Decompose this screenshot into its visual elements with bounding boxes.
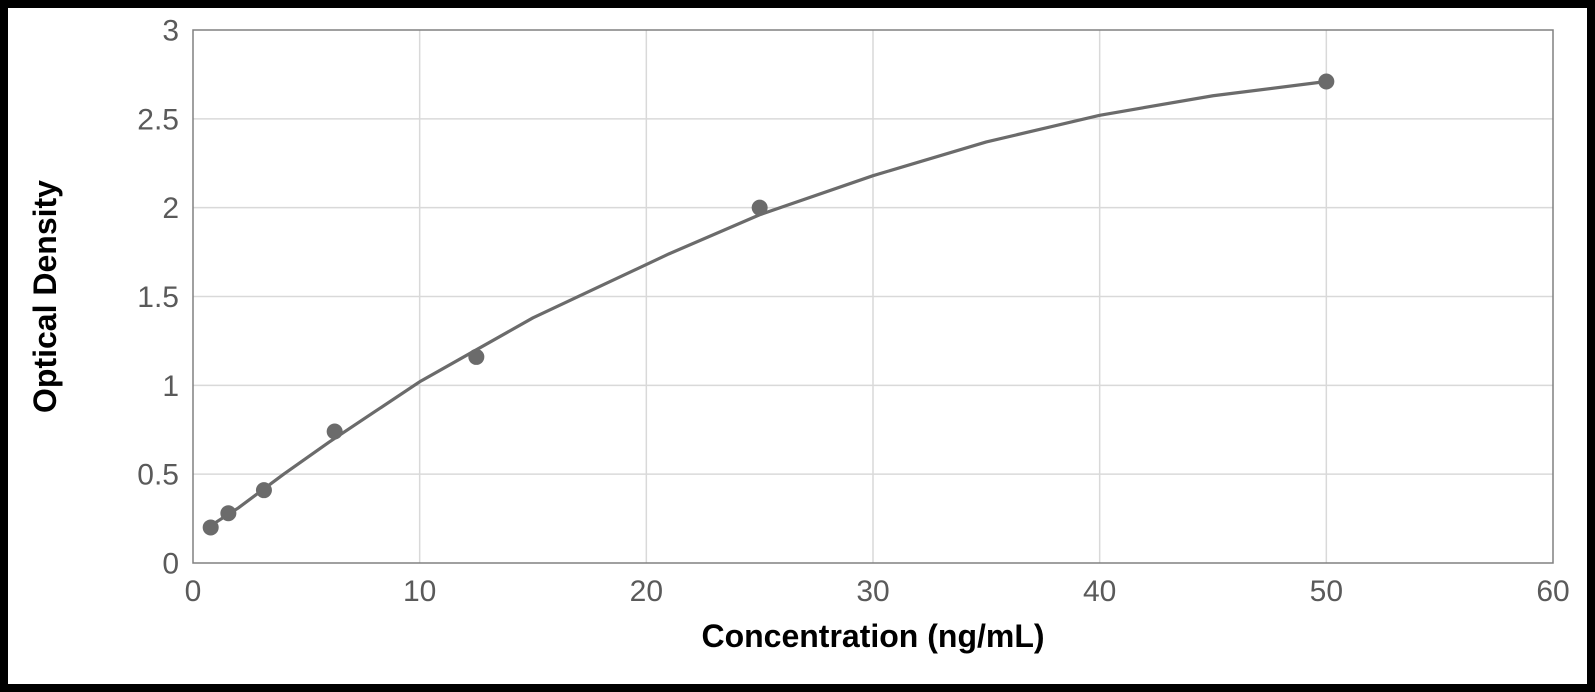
y-tick-label: 1 <box>162 370 179 403</box>
x-axis-title: Concentration (ng/mL) <box>701 618 1044 654</box>
chart-background <box>8 8 1587 684</box>
chart-outer-frame: 0 10 20 30 40 50 60 0 0.5 1 1.5 2 2.5 3 Concentration … <box>0 0 1595 692</box>
x-tick-label: 40 <box>1083 575 1116 608</box>
data-point <box>468 349 484 365</box>
chart-container: 0 10 20 30 40 50 60 0 0.5 1 1.5 2 2.5 3 Concentration … <box>8 8 1587 684</box>
x-tick-label: 20 <box>630 575 663 608</box>
y-tick-label: 1.5 <box>137 281 179 314</box>
data-point <box>1318 74 1334 90</box>
x-tick-label: 10 <box>403 575 436 608</box>
x-tick-label: 0 <box>185 575 202 608</box>
data-point <box>220 505 236 521</box>
data-point <box>752 200 768 216</box>
data-point <box>256 482 272 498</box>
x-tick-label: 30 <box>856 575 889 608</box>
y-tick-label: 2 <box>162 192 179 225</box>
y-tick-label: 0 <box>162 548 179 581</box>
x-tick-label: 60 <box>1536 575 1569 608</box>
y-axis-title: Optical Density <box>27 180 63 413</box>
data-point <box>203 519 219 535</box>
y-tick-label: 3 <box>162 15 179 48</box>
y-tick-label: 0.5 <box>137 459 179 492</box>
chart-svg: 0 10 20 30 40 50 60 0 0.5 1 1.5 2 2.5 3 Concentration … <box>8 8 1587 684</box>
y-tick-label: 2.5 <box>137 103 179 136</box>
x-tick-label: 50 <box>1310 575 1343 608</box>
data-point <box>327 424 343 440</box>
